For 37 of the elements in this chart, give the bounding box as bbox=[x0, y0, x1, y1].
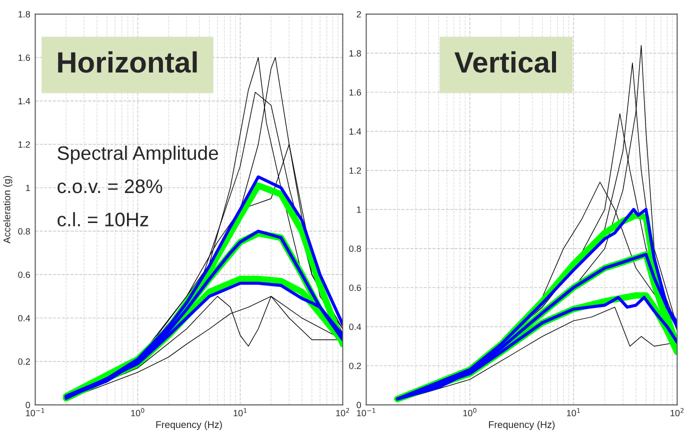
y-tick-label: 0.8 bbox=[18, 228, 30, 235]
y-tick-label: 1.8 bbox=[350, 50, 361, 57]
y-tick-label: 1.6 bbox=[350, 89, 361, 96]
annotation: Vertical bbox=[454, 51, 556, 73]
annotation: Spectral Amplitude bbox=[58, 146, 218, 164]
y-tick-label: 1.4 bbox=[18, 98, 30, 104]
x-axis-title: Frequency (Hz) bbox=[156, 420, 222, 430]
y-tick-label: 0.4 bbox=[18, 314, 30, 322]
y-tick-label: 0.2 bbox=[349, 362, 361, 370]
y-tick-label: 1.2 bbox=[18, 141, 30, 148]
y-tick-label: 0.2 bbox=[18, 358, 30, 365]
y-tick-label: 0.6 bbox=[349, 284, 361, 291]
y-tick-label: 0.8 bbox=[349, 246, 361, 252]
y-tick-label: 1.8 bbox=[18, 11, 30, 18]
annotation: Horizontal bbox=[58, 51, 197, 73]
y-tick-label: 0 bbox=[356, 402, 362, 408]
y-tick-label: 2 bbox=[356, 11, 361, 18]
y-tick-label: 0.4 bbox=[349, 324, 362, 330]
x-tick-label: 10$^{−1}$ bbox=[26, 408, 44, 416]
y-tick-label: 1 bbox=[26, 184, 30, 192]
x-tick-label: 10$^{2}$ bbox=[670, 408, 684, 416]
y-tick-label: 0.6 bbox=[18, 272, 30, 278]
x-tick-label: 10$^{1}$ bbox=[566, 408, 580, 416]
x-axis-title: Frequency (Hz) bbox=[489, 420, 555, 430]
y-tick-label: 1.4 bbox=[350, 128, 362, 135]
y-tick-label: 1 bbox=[357, 206, 361, 213]
annotation: c.o.v. = 28% bbox=[58, 179, 162, 194]
x-tick-label: 10$^{2}$ bbox=[336, 408, 350, 416]
annotation: c.l. = 10Hz bbox=[58, 212, 148, 226]
x-tick-label: 10$^{1}$ bbox=[234, 408, 247, 416]
x-tick-label: 10$^{−1}$ bbox=[357, 408, 376, 416]
y-tick-label: 1.2 bbox=[350, 167, 361, 174]
y-axis-title: Acceleration (g) bbox=[3, 176, 12, 244]
y-tick-label: 1.6 bbox=[18, 54, 30, 61]
x-tick-label: 10$^{0}$ bbox=[131, 408, 144, 416]
x-tick-label: 10$^{0}$ bbox=[463, 408, 476, 416]
y-tick-label: 0 bbox=[26, 402, 30, 408]
